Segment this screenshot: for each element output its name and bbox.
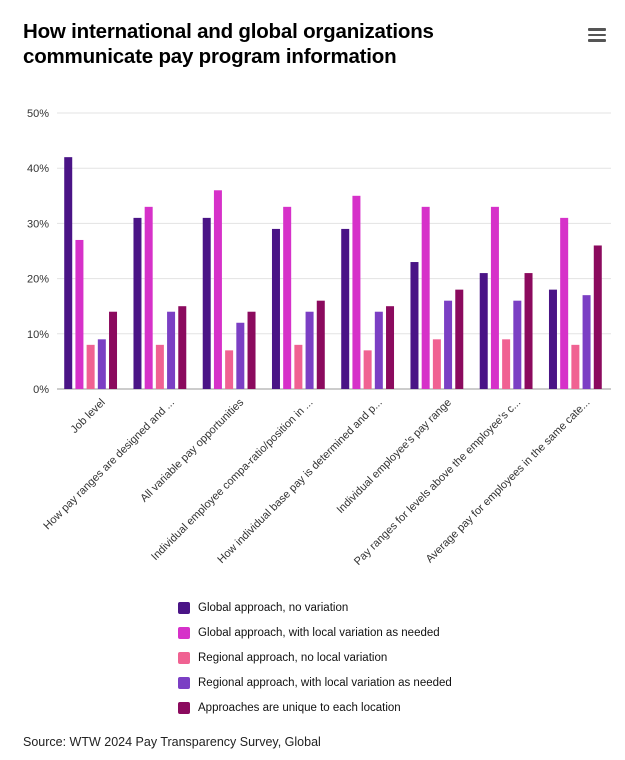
legend-label: Approaches are unique to each location <box>198 701 401 714</box>
legend-swatch <box>178 676 190 689</box>
bar <box>524 273 533 389</box>
bar <box>571 344 580 389</box>
bar <box>294 344 303 389</box>
bar <box>86 344 95 389</box>
legend-item[interactable]: Approaches are unique to each location <box>178 695 452 720</box>
source-note: Source: WTW 2024 Pay Transparency Survey… <box>23 735 321 749</box>
bar <box>341 228 350 389</box>
bar <box>386 306 395 389</box>
y-tick-label: 50% <box>27 108 49 120</box>
legend-item[interactable]: Regional approach, with local variation … <box>178 670 452 695</box>
bar <box>202 217 211 389</box>
legend-swatch <box>178 651 190 664</box>
bar <box>479 273 488 389</box>
bar <box>513 300 522 389</box>
menu-line <box>588 33 606 37</box>
legend-swatch <box>178 627 190 640</box>
bar <box>144 206 153 389</box>
legend-swatch <box>178 701 190 714</box>
bar <box>316 300 325 389</box>
y-tick-label: 30% <box>27 218 49 230</box>
bar <box>133 217 142 389</box>
hamburger-menu-icon[interactable] <box>588 28 606 42</box>
x-tick-label: Average pay for employees in the same ca… <box>424 397 593 566</box>
legend: Global approach, no variation Global app… <box>178 596 452 720</box>
x-tick-label: How individual base pay is determined an… <box>215 397 384 566</box>
y-tick-label: 20% <box>27 274 49 286</box>
y-tick-label: 10% <box>27 329 49 341</box>
x-tick-label: Job level <box>69 397 108 436</box>
x-tick-label: Individual employee compa-ratio/position… <box>149 397 315 563</box>
bar <box>410 262 419 389</box>
bar <box>490 206 499 389</box>
bar <box>213 190 222 389</box>
bar <box>363 350 372 389</box>
chart-title: How international and global organizatio… <box>23 20 434 68</box>
y-tick-label: 40% <box>27 163 49 175</box>
legend-label: Regional approach, with local variation … <box>198 676 452 689</box>
legend-item[interactable]: Global approach, with local variation as… <box>178 621 452 646</box>
legend-label: Regional approach, no local variation <box>198 651 388 664</box>
legend-item[interactable]: Regional approach, no local variation <box>178 646 452 671</box>
menu-line <box>588 28 606 31</box>
bar <box>560 217 569 389</box>
bar <box>455 289 464 389</box>
bar <box>374 311 383 389</box>
bar <box>582 295 591 389</box>
bar <box>167 311 176 389</box>
bar <box>283 206 292 389</box>
bar <box>444 300 453 389</box>
bar <box>155 344 164 389</box>
legend-label: Global approach, no variation <box>198 602 349 615</box>
menu-line <box>588 39 606 42</box>
y-tick-label: 0% <box>33 384 49 396</box>
bar <box>247 311 256 389</box>
bar <box>548 289 557 389</box>
bar <box>305 311 314 389</box>
bar <box>502 339 511 389</box>
bar <box>225 350 234 389</box>
x-tick-label: Individual employee's pay range <box>335 397 454 516</box>
bar <box>593 245 602 389</box>
bar <box>421 206 430 389</box>
bar <box>97 339 106 389</box>
bar <box>432 339 441 389</box>
bar <box>352 195 361 389</box>
legend-item[interactable]: Global approach, no variation <box>178 596 452 621</box>
bar <box>178 306 187 389</box>
legend-label: Global approach, with local variation as… <box>198 627 440 640</box>
bar <box>64 157 73 389</box>
legend-swatch <box>178 602 190 615</box>
bar <box>75 239 84 389</box>
bar <box>109 311 118 389</box>
bar <box>271 228 280 389</box>
x-tick-label: How pay ranges are designed and ... <box>41 397 177 533</box>
bar <box>236 322 245 389</box>
